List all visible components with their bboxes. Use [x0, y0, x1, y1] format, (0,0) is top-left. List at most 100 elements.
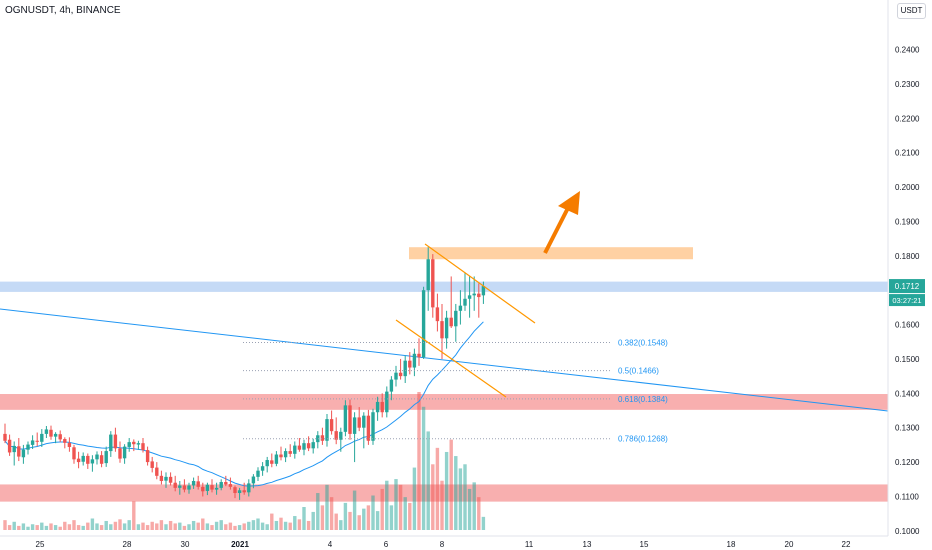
countdown-text: 03:27:21 — [892, 296, 921, 305]
volume-bar — [454, 456, 458, 530]
candle — [311, 442, 315, 449]
volume-bar — [63, 521, 67, 530]
candle — [214, 487, 219, 490]
volume-bar — [95, 523, 99, 530]
volume-bar — [127, 520, 131, 530]
x-tick-label: 30 — [181, 540, 190, 549]
y-tick-label: 0.1200 — [895, 458, 920, 467]
candle — [72, 447, 76, 460]
volume-bar — [256, 518, 260, 530]
volume-bar — [35, 525, 39, 530]
volume-bar — [329, 497, 334, 530]
volume-bar — [339, 520, 343, 530]
candle — [90, 459, 95, 464]
volume-bar — [352, 490, 357, 530]
volume-bar — [122, 523, 127, 530]
volume-bar — [311, 511, 315, 530]
candle — [366, 415, 371, 441]
candle — [67, 442, 72, 447]
volume-bar — [210, 525, 214, 530]
candle — [417, 353, 421, 358]
volume-bar — [316, 493, 320, 530]
overlay-layer: 0.382(0.1548) 0.5(0.1466) 0.618(0.1384) 0.7… — [243, 191, 668, 444]
volume-layer — [3, 392, 486, 530]
candle — [435, 307, 440, 322]
volume-bar — [283, 521, 288, 530]
volume-bar — [251, 520, 256, 530]
volume-bar — [449, 439, 453, 530]
volume-bar — [444, 451, 449, 530]
candle-layer — [3, 247, 486, 500]
candle — [224, 482, 228, 485]
candle — [164, 476, 168, 481]
volume-bar — [136, 524, 141, 530]
candle — [173, 482, 177, 488]
y-tick-label: 0.1500 — [895, 355, 920, 364]
volume-bar — [187, 524, 191, 530]
volume-bar — [17, 525, 21, 530]
candle — [7, 439, 12, 453]
candle — [53, 433, 58, 437]
up-arrow-head — [558, 191, 580, 215]
candle — [127, 442, 131, 447]
volume-bar — [99, 525, 104, 530]
volume-bar — [325, 484, 329, 530]
currency-button[interactable]: USDT — [897, 3, 926, 19]
volume-bar — [109, 524, 113, 530]
candle — [265, 460, 269, 467]
candle — [95, 454, 99, 460]
candle — [472, 293, 476, 296]
volume-bar — [320, 505, 325, 530]
volume-bar — [141, 522, 145, 530]
volume-bar — [44, 525, 49, 530]
candle — [49, 429, 53, 437]
x-tick-label: 2021 — [231, 540, 249, 549]
volume-bar — [412, 467, 417, 530]
volume-bar — [72, 520, 76, 530]
candle — [348, 405, 352, 434]
candle — [334, 431, 338, 440]
volume-bar — [270, 513, 274, 530]
y-tick-label: 0.2300 — [895, 80, 920, 89]
y-tick-label: 0.1900 — [895, 217, 920, 226]
candle — [302, 443, 306, 450]
volume-bar — [371, 495, 375, 530]
volume-bar — [306, 520, 311, 530]
volume-bar — [481, 516, 486, 530]
candle — [205, 484, 210, 491]
volume-bar — [219, 520, 223, 530]
channel-upper-line — [424, 243, 536, 324]
trend-line — [0, 308, 889, 412]
volume-bar — [477, 497, 481, 530]
candle — [168, 476, 173, 483]
volume-bar — [398, 484, 403, 530]
candle — [21, 449, 26, 458]
candle — [260, 466, 265, 471]
candle — [251, 476, 256, 484]
up-arrow — [543, 203, 572, 254]
volume-bar — [53, 525, 58, 530]
candle — [122, 446, 127, 459]
volume-bar — [191, 520, 196, 530]
y-tick-label: 0.2100 — [895, 149, 920, 158]
y-tick-label: 0.2400 — [895, 46, 920, 55]
volume-bar — [224, 524, 228, 530]
volume-bar — [421, 406, 426, 530]
candle — [150, 461, 154, 468]
candle — [362, 415, 366, 428]
volume-bar — [440, 480, 444, 530]
volume-bar — [394, 479, 398, 530]
volume-bar — [467, 488, 472, 530]
candle — [329, 419, 334, 432]
candle — [17, 446, 21, 457]
volume-bar — [237, 525, 242, 530]
volume-bar — [279, 517, 283, 530]
volume-bar — [113, 521, 118, 530]
volume-bar — [150, 521, 154, 530]
y-tick-label: 0.1400 — [895, 389, 920, 398]
candle — [99, 455, 104, 464]
volume-bar — [242, 523, 246, 530]
volume-bar — [435, 447, 440, 530]
fib-label: 0.786(0.1268) — [618, 435, 668, 444]
